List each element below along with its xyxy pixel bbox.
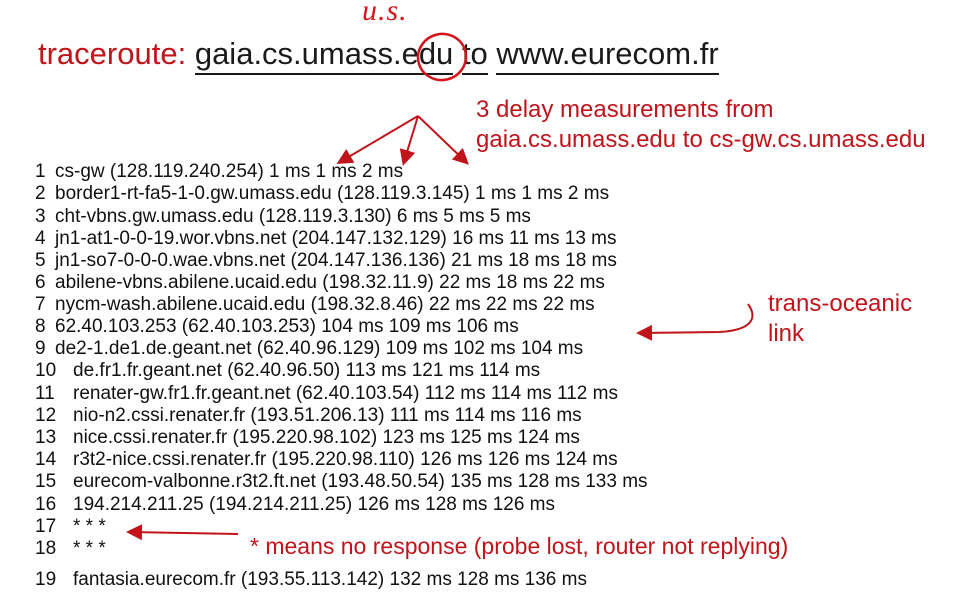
handwritten-us-label: u.s.: [362, 0, 408, 27]
hop-number: 15: [35, 471, 57, 492]
hop-number: 2: [35, 183, 46, 204]
hop-number: 1: [35, 161, 46, 182]
hop-details: de2-1.de1.de.geant.net (62.40.96.129) 10…: [55, 338, 584, 359]
delay-arrow-3: [417, 115, 469, 165]
hop-row: 2 border1-rt-fa5-1-0.gw.umass.edu (128.11…: [35, 183, 609, 205]
trans-oceanic-note: trans-oceanic link: [768, 289, 912, 349]
hop-row: 12 nio-n2.cssi.renater.fr (193.51.206.13)…: [35, 405, 582, 427]
hop-number: 12: [35, 405, 57, 426]
delay-note-line-1: 3 delay measurements from: [476, 96, 774, 123]
hop-number: 8: [35, 316, 46, 337]
hop-row: 6 abilene-vbns.abilene.ucaid.edu (198.32.…: [35, 272, 605, 294]
hop-row: 18 * * *: [35, 538, 106, 560]
title-source-host: gaia.cs.umass.edu: [194, 36, 454, 75]
ocean-note-line-2: link: [768, 320, 805, 347]
hop-details: 62.40.103.253 (62.40.103.253) 104 ms 109…: [55, 316, 519, 337]
hop-number: 4: [35, 228, 46, 249]
hop-details: de.fr1.fr.geant.net (62.40.96.50) 113 ms…: [73, 360, 541, 381]
hop-details: cht-vbns.gw.umass.edu (128.119.3.130) 6 …: [55, 206, 531, 227]
hop-number: 6: [35, 272, 46, 293]
no-response-arrow: [126, 524, 239, 541]
hop-row: 14 r3t2-nice.cssi.renater.fr (195.220.98.…: [35, 449, 618, 471]
delay-arrow-2: [399, 115, 419, 166]
hop-row: 3 cht-vbns.gw.umass.edu (128.119.3.130) 6…: [35, 206, 531, 228]
delay-arrow-1: [336, 115, 419, 165]
hop-number: 9: [35, 338, 46, 359]
hop-number: 5: [35, 250, 46, 271]
title-connector: to: [461, 36, 488, 75]
hop-details: jn1-at1-0-0-19.wor.vbns.net (204.147.132…: [55, 228, 617, 249]
hop-details: border1-rt-fa5-1-0.gw.umass.edu (128.119…: [55, 183, 610, 204]
title-destination-host: www.eurecom.fr: [496, 36, 719, 75]
hop-row: 15 eurecom-valbonne.r3t2.ft.net (193.48.5…: [35, 471, 648, 493]
hop-number: 7: [35, 294, 46, 315]
hop-number: 13: [35, 427, 57, 448]
hop-row: 17 * * *: [35, 516, 106, 538]
hop-row: 5 jn1-so7-0-0-0.wae.vbns.net (204.147.136…: [35, 250, 617, 272]
hop-row: 10 de.fr1.fr.geant.net (62.40.96.50) 113 …: [35, 360, 540, 382]
hop-details: eurecom-valbonne.r3t2.ft.net (193.48.50.…: [73, 471, 648, 492]
hop-number: 11: [35, 383, 55, 404]
hop-details: fantasia.eurecom.fr (193.55.113.142) 132…: [73, 569, 587, 590]
hop-number: 3: [35, 206, 46, 227]
hop-number: 19: [35, 569, 57, 590]
hop-number: 17: [35, 516, 57, 537]
hop-row: 4 jn1-at1-0-0-19.wor.vbns.net (204.147.13…: [35, 228, 617, 250]
hop-number: 18: [35, 538, 57, 559]
ocean-arrow: [636, 303, 754, 341]
hop-details: jn1-so7-0-0-0.wae.vbns.net (204.147.136.…: [55, 250, 617, 271]
slide-title: traceroute: gaia.cs.umass.edu to www.eur…: [38, 36, 719, 75]
hop-number: 10: [35, 360, 57, 381]
hop-details: abilene-vbns.abilene.ucaid.edu (198.32.1…: [55, 272, 605, 293]
no-response-note: * means no response (probe lost, router …: [250, 533, 789, 559]
hop-row: 9 de2-1.de1.de.geant.net (62.40.96.129) 1…: [35, 338, 583, 360]
hop-row: 8 62.40.103.253 (62.40.103.253) 104 ms 10…: [35, 316, 519, 338]
hop-row: 19 fantasia.eurecom.fr (193.55.113.142) 1…: [35, 569, 587, 591]
hop-details: renater-gw.fr1.fr.geant.net (62.40.103.5…: [73, 383, 618, 404]
hop-row: 1 cs-gw (128.119.240.254) 1 ms 1 ms 2 ms: [35, 161, 403, 183]
hop-row: 7 nycm-wash.abilene.ucaid.edu (198.32.8.4…: [35, 294, 595, 316]
hop-details: r3t2-nice.cssi.renater.fr (195.220.98.11…: [73, 449, 618, 470]
hop-number: 16: [35, 494, 57, 515]
delay-measurements-note: 3 delay measurements from gaia.cs.umass.…: [476, 95, 926, 155]
ocean-note-line-1: trans-oceanic: [768, 290, 913, 317]
hop-details: cs-gw (128.119.240.254) 1 ms 1 ms 2 ms: [55, 161, 404, 182]
hop-details: nice.cssi.renater.fr (195.220.98.102) 12…: [73, 427, 580, 448]
hop-details: 194.214.211.25 (194.214.211.25) 126 ms 1…: [73, 494, 556, 515]
hop-row: 16 194.214.211.25 (194.214.211.25) 126 ms…: [35, 494, 555, 516]
hop-details: * * *: [73, 538, 106, 559]
hop-details: * * *: [73, 516, 106, 537]
delay-note-line-2: gaia.cs.umass.edu to cs-gw.cs.umass.edu: [476, 126, 926, 153]
hop-row: 13 nice.cssi.renater.fr (195.220.98.102) …: [35, 427, 580, 449]
hop-number: 14: [35, 449, 57, 470]
title-keyword: traceroute:: [38, 36, 187, 71]
hop-details: nio-n2.cssi.renater.fr (193.51.206.13) 1…: [73, 405, 582, 426]
hop-row: 11 renater-gw.fr1.fr.geant.net (62.40.103…: [35, 383, 618, 405]
hop-details: nycm-wash.abilene.ucaid.edu (198.32.8.46…: [55, 294, 595, 315]
